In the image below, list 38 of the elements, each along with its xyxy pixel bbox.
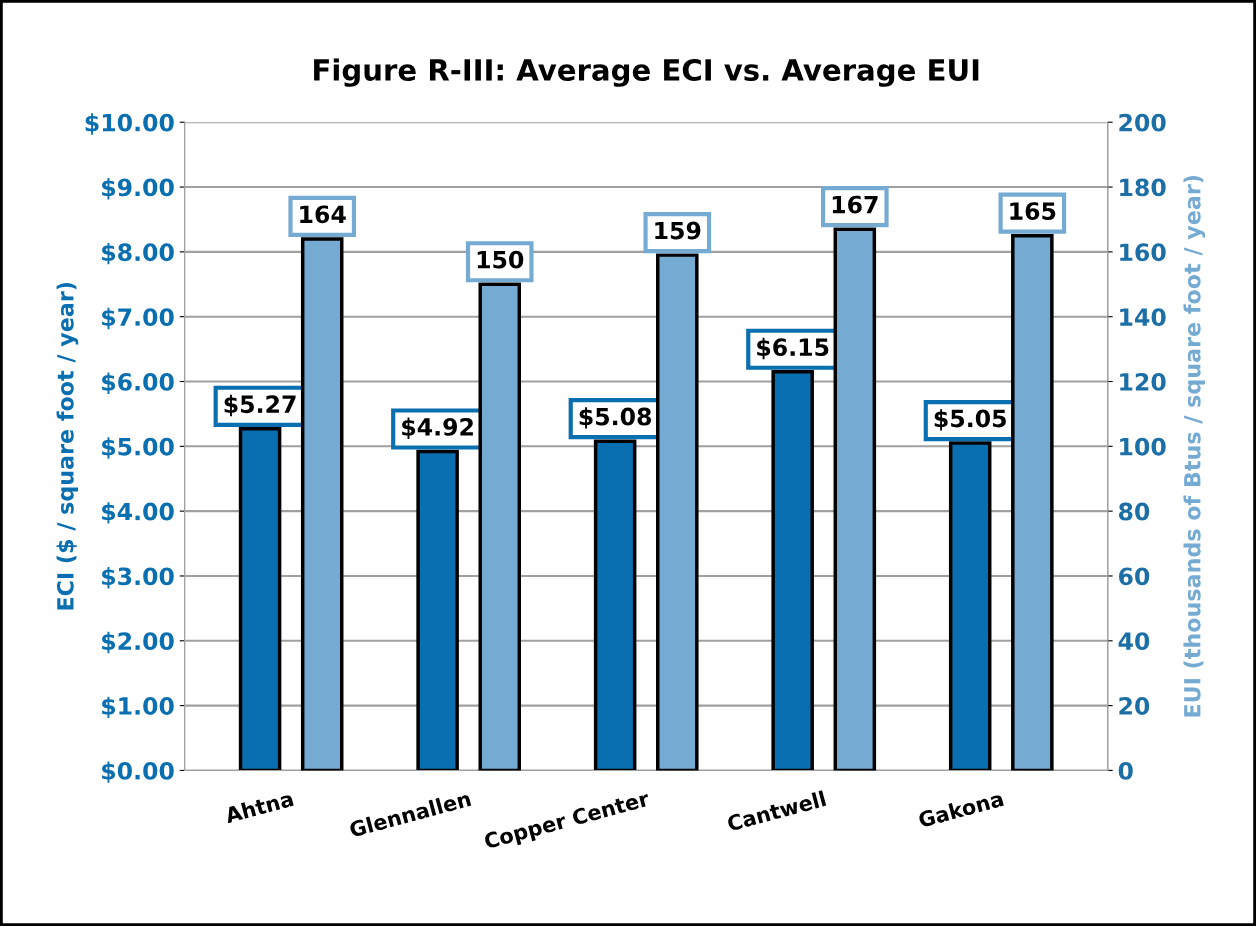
data-label: 165 [1010,202,1056,220]
data-label: 159 [655,221,701,240]
y2-tick-label: 60 [1118,567,1150,586]
y2-tick-label: 120 [1120,372,1166,391]
y-tick-label: $1.00 [102,696,174,719]
y-tick-label: $0.00 [102,761,174,783]
chart-title: Figure R-III: Average ECI vs. Average EUI [314,58,979,87]
data-label: $5.27 [224,394,296,417]
y-tick-label: $8.00 [102,242,174,265]
y2-axis-title: EUI (thousands of Btus / square foot / year) [1183,175,1206,717]
x-tick-label: Copper Center [483,790,652,853]
data-label: $5.08 [579,407,652,429]
y2-tick-label: 200 [1119,113,1166,132]
y-tick-label: $2.00 [102,631,174,654]
y2-tick-label: 20 [1119,697,1150,715]
y-tick-label: $7.00 [102,307,174,330]
y-tick-label: $3.00 [102,567,174,589]
y2-tick-label: 100 [1120,437,1166,456]
y-axis-title: ECI ($ / square foot / year) [56,282,79,610]
y-tick-label: $6.00 [102,372,174,394]
y2-tick-label: 40 [1118,632,1150,651]
data-label: $5.05 [934,409,1006,431]
x-tick-label: Gakona [917,790,1004,828]
data-label: $4.92 [402,417,473,439]
y2-tick-label: 140 [1120,308,1166,326]
x-tick-label: Ahtna [223,790,294,824]
y2-tick-label: 0 [1118,761,1133,780]
y-tick-label: $10.00 [85,113,174,135]
data-label: 167 [832,195,878,214]
data-label: $6.15 [757,337,829,360]
y-tick-label: $4.00 [102,502,174,524]
y2-tick-label: 180 [1120,178,1166,197]
y2-tick-label: 80 [1118,502,1150,521]
y-tick-label: $5.00 [102,437,174,459]
y2-tick-label: 160 [1120,243,1166,262]
data-label: 164 [300,205,346,224]
y-tick-label: $9.00 [102,178,174,200]
data-label: 150 [477,250,524,269]
